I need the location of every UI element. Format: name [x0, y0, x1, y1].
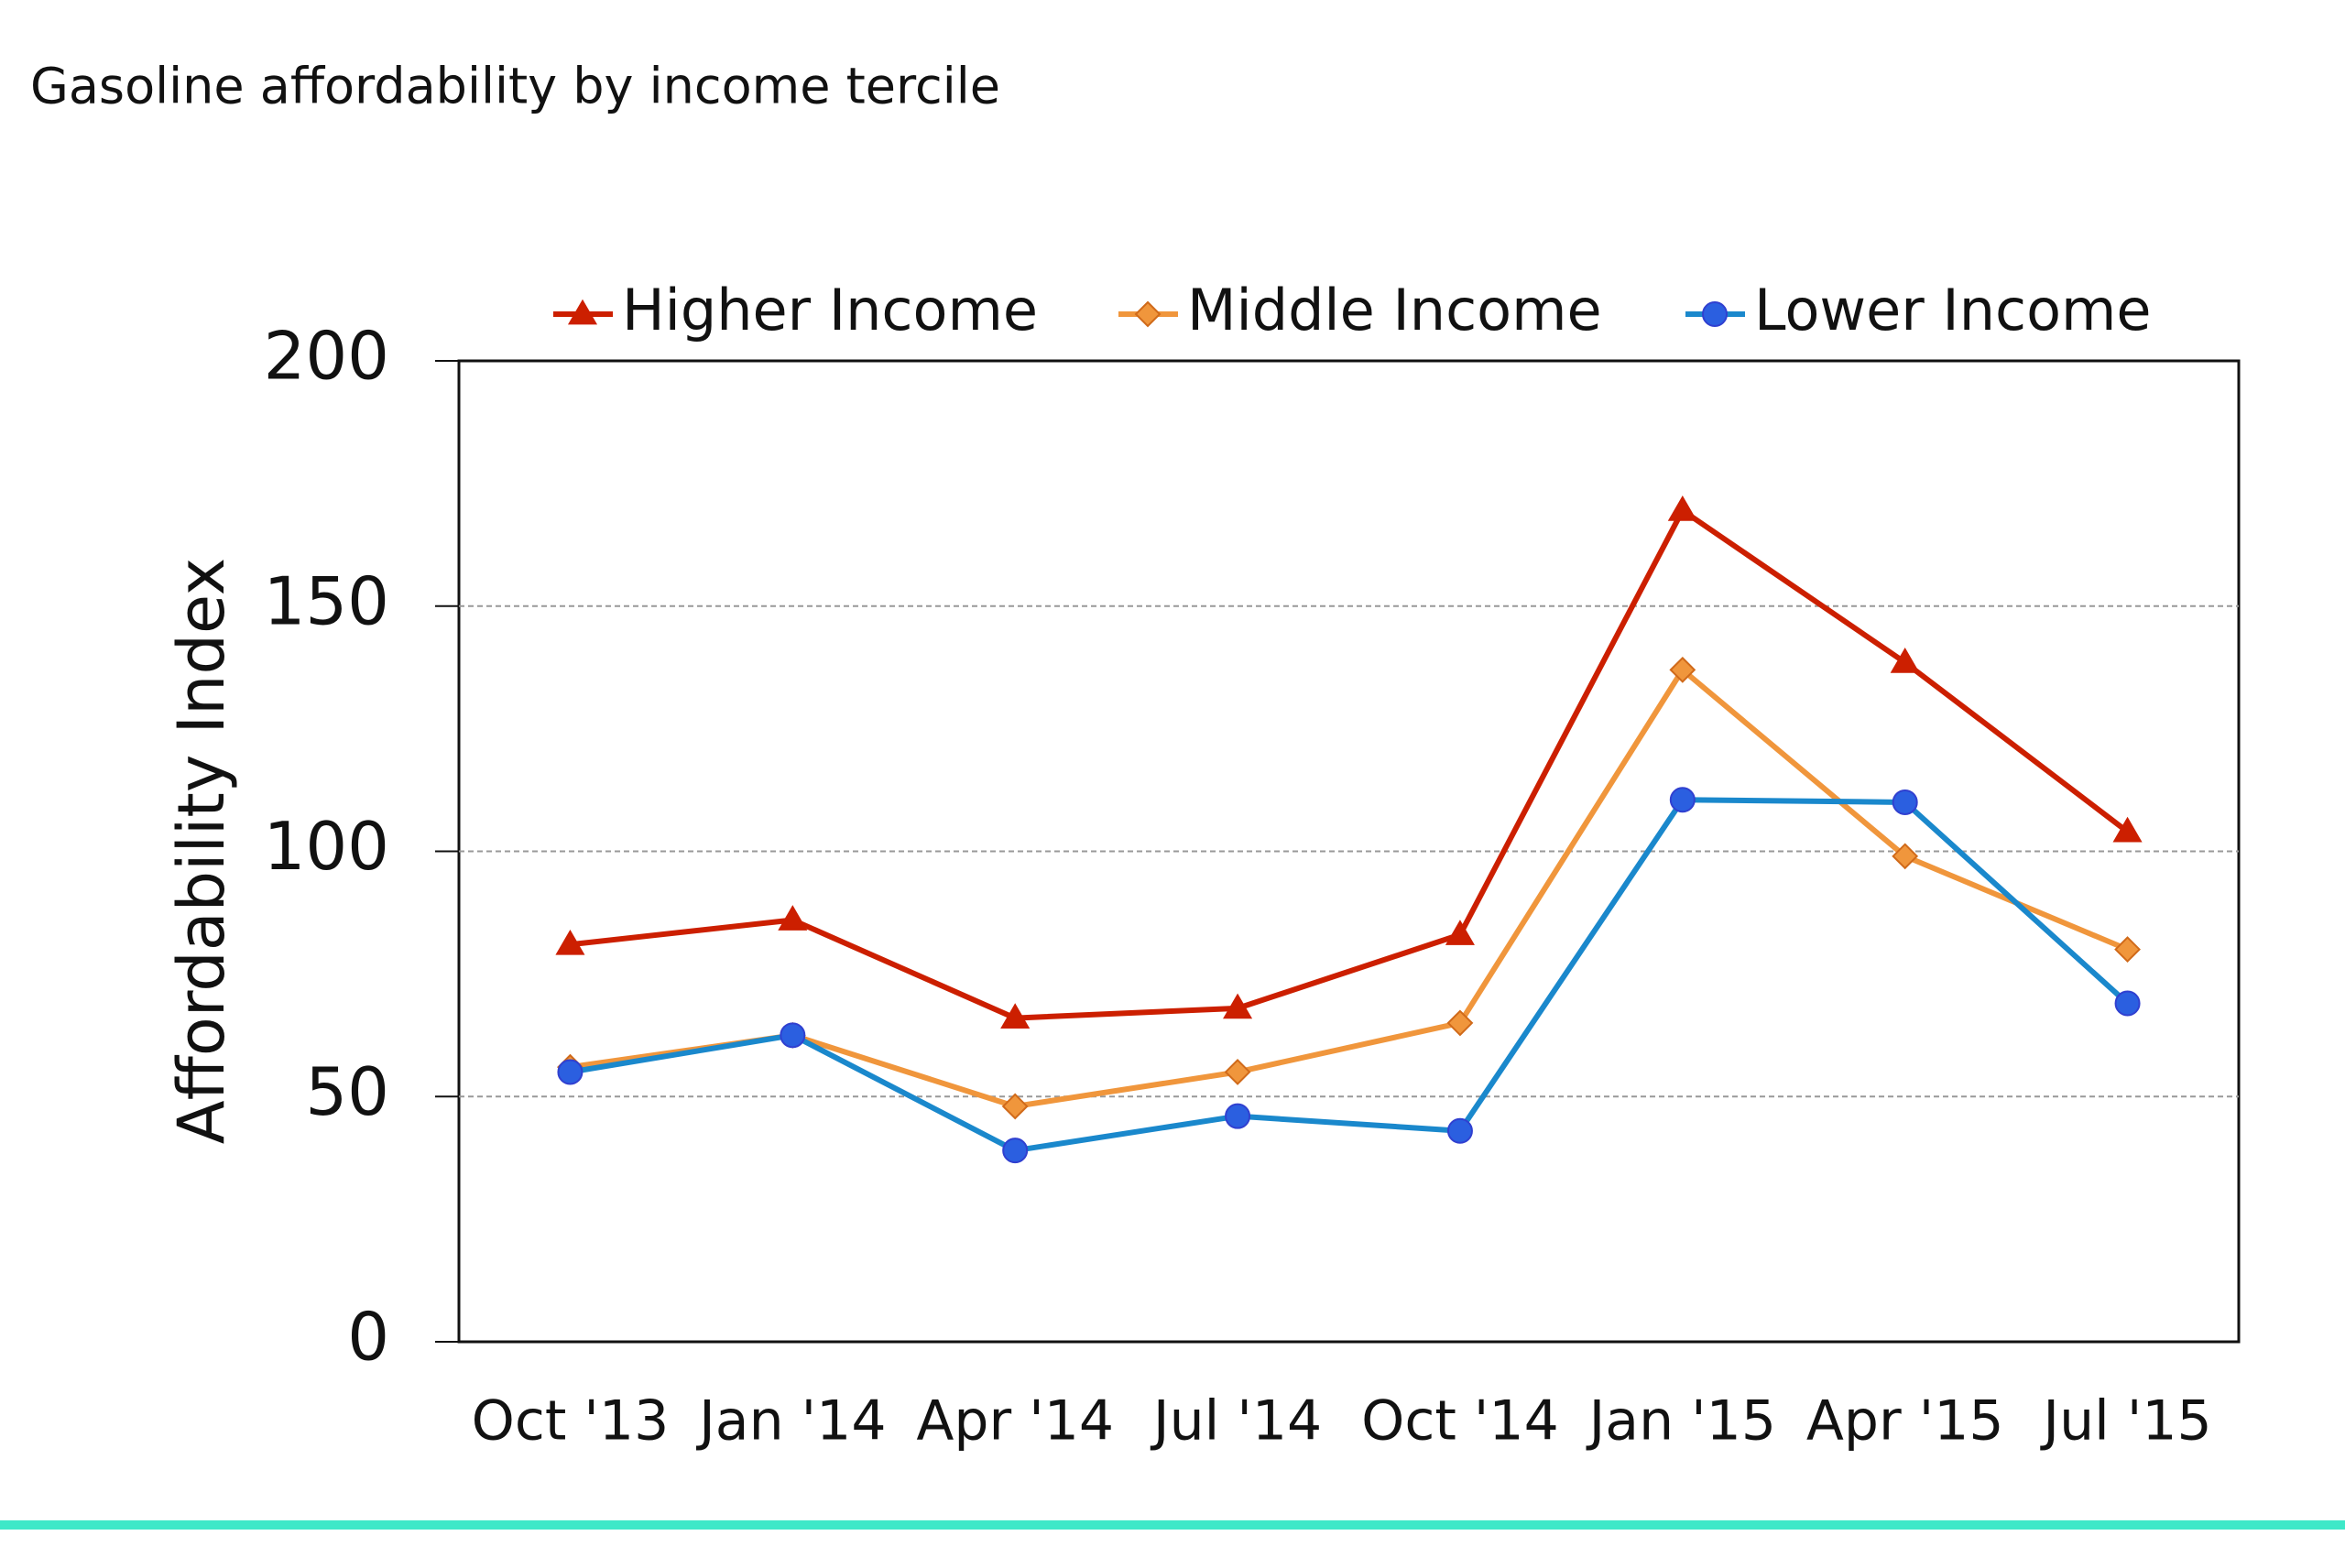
- data-point: [1002, 1138, 1029, 1164]
- data-point: [1669, 787, 1696, 813]
- data-point: [780, 1022, 806, 1049]
- data-point: [1667, 495, 1697, 521]
- data-point: [2114, 936, 2141, 964]
- data-point: [2114, 990, 2141, 1017]
- x-tick-label: Oct '13: [472, 1389, 670, 1454]
- x-tick-label: Jan '15: [1586, 1389, 1776, 1454]
- x-tick-label: Oct '14: [1361, 1389, 1559, 1454]
- y-tick-label: 200: [264, 318, 389, 395]
- x-tick-label: Jul '15: [2039, 1389, 2211, 1454]
- x-tick-label: Jan '14: [695, 1389, 886, 1454]
- data-point: [555, 929, 585, 955]
- series-line: [569, 797, 2130, 1154]
- y-tick-label: 150: [264, 562, 389, 639]
- data-point: [1669, 656, 1696, 683]
- data-point: [1892, 789, 1918, 815]
- data-point: [1445, 920, 1475, 945]
- series-line: [570, 667, 2129, 1109]
- data-point: [1224, 1059, 1251, 1085]
- data-point: [1000, 1003, 1031, 1029]
- legend-marker: [1134, 300, 1162, 328]
- data-point: [1446, 1009, 1474, 1037]
- data-point: [2112, 816, 2143, 843]
- y-tick-label: 50: [305, 1053, 389, 1130]
- data-point: [1446, 1117, 1473, 1144]
- legend-marker: [1702, 301, 1728, 327]
- legend-marker: [567, 299, 598, 325]
- data-point: [1890, 648, 1920, 673]
- chart-title: Gasoline affordability by income tercile: [30, 58, 1000, 115]
- data-point: [1223, 993, 1253, 1019]
- legend-label: Middle Income: [1187, 277, 1602, 343]
- data-point: [557, 1059, 584, 1085]
- data-point: [778, 905, 808, 931]
- legend-label: Higher Income: [622, 277, 1038, 343]
- x-tick-label: Apr '14: [916, 1389, 1114, 1454]
- x-tick-label: Jul '14: [1150, 1389, 1322, 1454]
- footer-rule: [0, 1520, 2345, 1530]
- data-point: [1892, 843, 1919, 870]
- data-point: [1001, 1093, 1029, 1120]
- x-tick-label: Apr '15: [1806, 1389, 2004, 1454]
- data-point: [1225, 1103, 1251, 1129]
- y-axis-label: Affordability Index: [164, 558, 239, 1144]
- y-tick-label: 100: [264, 808, 389, 885]
- legend-label: Lower Income: [1754, 277, 2152, 343]
- series-line: [570, 507, 2130, 1021]
- y-tick-label: 0: [347, 1299, 389, 1376]
